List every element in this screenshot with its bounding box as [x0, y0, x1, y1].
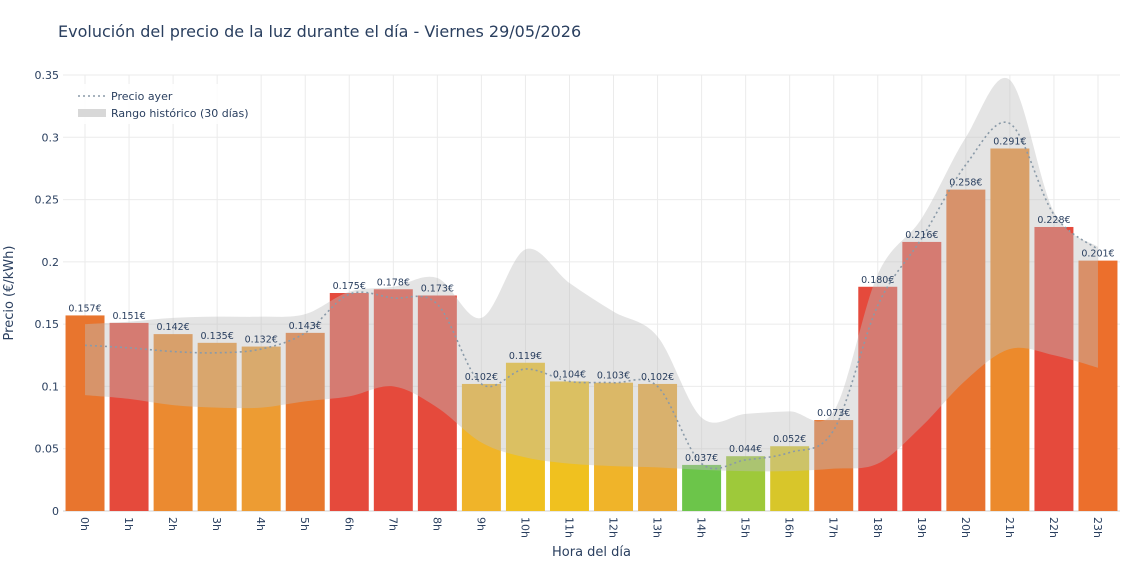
bar-value-label: 0.073€: [817, 408, 850, 419]
y-tick-label: 0.15: [35, 318, 60, 331]
y-tick-label: 0.1: [42, 380, 60, 393]
bar-value-label: 0.135€: [201, 331, 234, 342]
bar-value-label: 0.044€: [729, 444, 762, 455]
bar-value-label: 0.228€: [1037, 215, 1070, 226]
bar-value-label: 0.178€: [377, 277, 410, 288]
bar-value-label: 0.102€: [465, 372, 498, 383]
bar-value-label: 0.037€: [685, 453, 718, 464]
bar-value-label: 0.103€: [597, 371, 630, 382]
bar-value-label: 0.052€: [773, 434, 806, 445]
x-tick-label: 20h: [959, 517, 972, 538]
x-tick-label: 0h: [78, 517, 91, 531]
x-tick-label: 2h: [166, 517, 179, 531]
x-tick-label: 17h: [827, 517, 840, 538]
bar-value-label: 0.132€: [245, 335, 278, 346]
bar-19h[interactable]: [902, 241, 942, 511]
bar-value-label: 0.291€: [993, 136, 1026, 147]
bar-value-label: 0.143€: [289, 321, 322, 332]
legend-area-swatch[interactable]: [78, 109, 106, 117]
x-tick-label: 14h: [695, 517, 708, 538]
bar-value-label: 0.157€: [68, 303, 101, 314]
x-tick-label: 8h: [430, 517, 443, 531]
bar-9h[interactable]: [461, 383, 501, 511]
x-tick-label: 21h: [1003, 517, 1016, 538]
bar-17h[interactable]: [814, 420, 854, 511]
bar-10h[interactable]: [505, 362, 545, 511]
bar-8h[interactable]: [417, 295, 457, 511]
x-axis-title: Hora del día: [552, 545, 631, 560]
y-tick-label: 0.05: [35, 443, 60, 456]
legend-item-rango-historico[interactable]: Rango histórico (30 días): [111, 107, 249, 120]
area-layer: [85, 77, 1098, 472]
legend-item-precio-ayer[interactable]: Precio ayer: [111, 90, 173, 103]
bar-5h[interactable]: [285, 332, 325, 511]
bar-23h[interactable]: [1078, 260, 1118, 511]
legend-layer[interactable]: Precio ayer Rango histórico (30 días): [70, 84, 260, 124]
x-tick-label: 4h: [254, 517, 267, 531]
bar-11h[interactable]: [549, 381, 589, 511]
label-layer: 0.157€ 0.151€ 0.142€ 0.135€ 0.132€ 0.143€ 0.17…: [68, 136, 1114, 463]
bar-15h[interactable]: [726, 456, 766, 511]
bar-layer: [65, 148, 1118, 512]
bar-value-label: 0.151€: [112, 311, 145, 322]
x-tick-label: 1h: [122, 517, 135, 531]
x-tick-label: 19h: [915, 517, 928, 538]
x-tick-label: 13h: [651, 517, 664, 538]
bar-0h[interactable]: [65, 315, 105, 511]
y-tick-label: 0.25: [35, 194, 60, 207]
chart-title: Evolución del precio de la luz durante e…: [58, 22, 582, 41]
x-tick-label: 16h: [783, 517, 796, 538]
bar-value-label: 0.102€: [641, 372, 674, 383]
bar-14h[interactable]: [682, 464, 722, 511]
bar-20h[interactable]: [946, 189, 986, 511]
bar-3h[interactable]: [197, 342, 237, 511]
bar-18h[interactable]: [858, 286, 898, 511]
y-tick-label: 0: [52, 505, 59, 518]
x-tick-label: 5h: [298, 517, 311, 531]
x-tick-label: 11h: [562, 517, 575, 538]
y-axis-title: Precio (€/kWh): [2, 246, 17, 341]
yesterday-price-line: [84, 121, 1099, 470]
bar-7h[interactable]: [373, 289, 413, 511]
bar-value-label: 0.175€: [333, 281, 366, 292]
x-tick-label: 3h: [210, 517, 223, 531]
bar-1h[interactable]: [109, 322, 149, 511]
y-tick-label: 0.2: [42, 256, 60, 269]
bar-value-label: 0.119€: [509, 351, 542, 362]
x-tick-label: 18h: [871, 517, 884, 538]
bar-4h[interactable]: [241, 346, 281, 511]
bar-12h[interactable]: [594, 382, 634, 511]
bar-2h[interactable]: [153, 334, 193, 511]
bar-value-label: 0.142€: [156, 322, 189, 333]
historical-range-area: [85, 77, 1098, 472]
bar-value-label: 0.258€: [949, 178, 982, 189]
bar-22h[interactable]: [1034, 226, 1074, 511]
x-tick-label: 10h: [518, 517, 531, 538]
bar-value-label: 0.180€: [861, 275, 894, 286]
bar-value-label: 0.173€: [421, 283, 454, 294]
y-tick-label: 0.35: [35, 69, 60, 82]
bar-value-label: 0.216€: [905, 230, 938, 241]
line-layer: [84, 121, 1099, 470]
x-tick-label: 22h: [1047, 517, 1060, 538]
bar-6h[interactable]: [329, 293, 369, 511]
x-tick-label: 9h: [474, 517, 487, 531]
bar-21h[interactable]: [990, 148, 1030, 512]
bar-value-label: 0.201€: [1081, 249, 1114, 260]
bar-value-label: 0.104€: [553, 369, 586, 380]
x-tick-label: 7h: [386, 517, 399, 531]
x-tick-label: 23h: [1091, 517, 1104, 538]
bar-13h[interactable]: [638, 383, 678, 511]
x-tick-label: 12h: [607, 517, 620, 538]
legend-box: [70, 84, 260, 124]
x-tick-label: 15h: [739, 517, 752, 538]
axis-layer: 0 0.05 0.1 0.15 0.2 0.25 0.3 0.35 0h 1h 2h 3h 4h 5h 6h…: [2, 69, 1104, 560]
bar-16h[interactable]: [770, 446, 810, 511]
x-tick-label: 6h: [342, 517, 355, 531]
y-tick-label: 0.3: [42, 131, 60, 144]
